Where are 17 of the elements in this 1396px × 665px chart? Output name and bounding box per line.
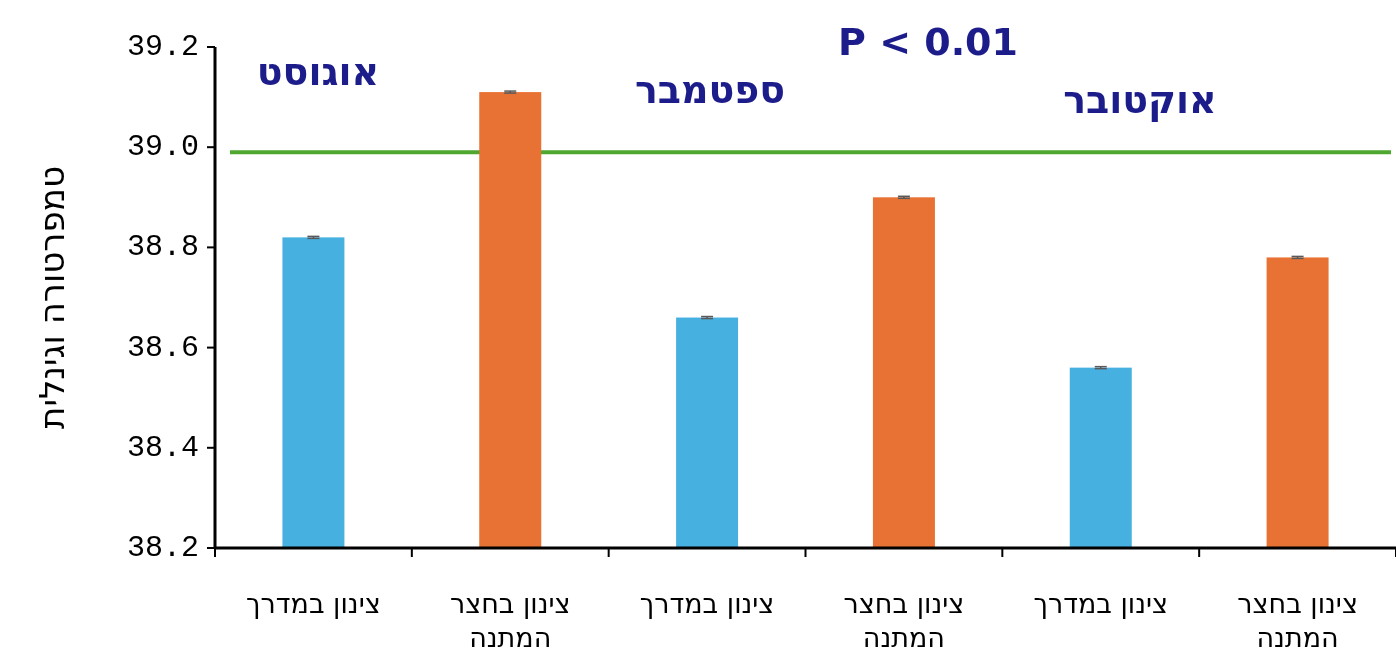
annotation: אוגוסט <box>256 50 380 94</box>
y-tick-label: 38.6 <box>126 330 199 365</box>
x-tick-label: צינון במדרך <box>246 588 381 619</box>
annotation: אוקטובר <box>1063 78 1217 122</box>
x-tick-label: צינון בחצר המתנה <box>1237 588 1358 653</box>
y-tick-label: 38.4 <box>126 430 199 465</box>
x-tick-label: צינון במדרך <box>639 588 775 619</box>
x-tick-label: צינון בחצר המתנה <box>843 588 965 653</box>
annotation: P < 0.01 <box>838 20 1018 64</box>
x-tick-label: צינון במדרך <box>1033 588 1169 619</box>
y-tick-label: 39.0 <box>126 130 199 165</box>
y-tick-label: 39.2 <box>126 30 199 64</box>
y-tick-label: 38.8 <box>126 230 199 265</box>
annotation: ספטמבר <box>634 68 786 112</box>
y-axis-title: טמפרטורה וגינלית <box>32 166 72 429</box>
x-tick-label: צינון בחצר המתנה <box>449 588 571 653</box>
y-tick-label: 38.2 <box>126 531 199 565</box>
